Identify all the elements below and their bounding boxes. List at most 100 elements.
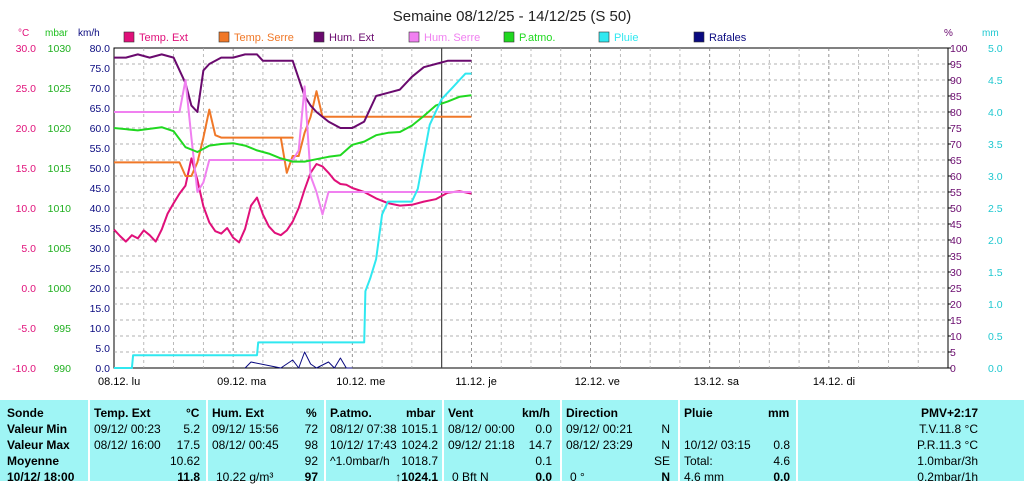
temp-max-value: 17.5 [176, 438, 200, 452]
patmo-trend: ^1.0mbar/h [330, 454, 390, 468]
tick-mbar: 1015 [48, 163, 72, 175]
tick-kmh: 75.0 [90, 63, 111, 75]
legend-swatch [313, 31, 325, 43]
tick-pct: 50 [950, 203, 962, 215]
tick-pct: 60 [950, 171, 962, 183]
header-temp-unit: °C [186, 406, 200, 420]
tick-pct: 90 [950, 75, 962, 87]
patmo-max-value: 1024.2 [401, 438, 438, 452]
legend-swatch [123, 31, 135, 43]
tick-temp: 15.0 [16, 163, 37, 175]
tick-pct: 40 [950, 235, 962, 247]
temp-min-date: 09/12/ 00:23 [94, 422, 161, 436]
vent-min-date: 08/12/ 00:00 [448, 422, 515, 436]
tick-mbar: 1005 [48, 243, 72, 255]
header-vent-unit: km/h [522, 406, 551, 420]
tick-pct: 10 [950, 331, 962, 343]
tick-mbar: 1000 [48, 283, 72, 295]
direction-deg: 0 ° [570, 470, 585, 484]
tick-mbar: 990 [53, 363, 71, 375]
tick-mm: 1.5 [988, 267, 1003, 279]
tick-mbar: 1030 [48, 43, 72, 55]
temp-current-value: 11.8 [177, 470, 200, 484]
tick-pct: 35 [950, 251, 962, 263]
series-line-pluie [114, 72, 472, 369]
pluie-max-value: 0.8 [773, 438, 790, 452]
tick-pct: 25 [950, 283, 962, 295]
vent-max-date: 09/12/ 21:18 [448, 438, 515, 452]
pluie-total-value: 4.6 [773, 454, 790, 468]
tick-mbar: 1010 [48, 203, 72, 215]
legend: Temp. Ext Temp. Serre Hum. Ext Hum. Serre P.… [123, 31, 747, 44]
tick-mm: 0.0 [988, 363, 1003, 375]
temp-max-date: 08/12/ 16:00 [94, 438, 161, 452]
row-label-mean: Moyenne [7, 454, 60, 468]
tick-temp: -10.0 [12, 363, 36, 375]
row-label-min: Valeur Min [7, 422, 68, 436]
tick-temp: 20.0 [16, 123, 37, 135]
tick-kmh: 25.0 [90, 263, 111, 275]
tick-kmh: 20.0 [90, 283, 111, 295]
header-patmo-unit: mbar [406, 406, 436, 420]
vent-bft: 0 Bft N [452, 470, 489, 484]
series-line-p-atmo- [113, 94, 472, 163]
tick-mm: 2.0 [988, 235, 1003, 247]
unit-temp: °C [18, 28, 29, 39]
direction-min-value: N [661, 422, 670, 436]
tick-kmh: 70.0 [90, 83, 111, 95]
legend-label: Hum. Ext [329, 32, 374, 44]
tick-mm: 0.5 [988, 331, 1003, 343]
header-patmo: P.atmo. [330, 406, 372, 420]
legend-swatch [598, 31, 610, 43]
pluie-current-value: 0.0 [773, 470, 790, 484]
tick-pct: 85 [950, 91, 962, 103]
x-tick-label: 12.12. ve [575, 376, 620, 388]
tick-temp: -5.0 [18, 323, 36, 335]
pluie-day: 4.6 mm [684, 470, 725, 484]
tick-kmh: 30.0 [90, 243, 111, 255]
tick-pct: 45 [950, 219, 962, 231]
unit-pct: % [944, 28, 953, 39]
patmo-min-value: 1015.1 [401, 422, 438, 436]
tick-mm: 3.0 [988, 171, 1003, 183]
hum-current-value: 97 [304, 470, 318, 484]
tick-mm: 4.0 [988, 107, 1003, 119]
legend-label: Temp. Ext [139, 32, 188, 44]
tick-mm: 2.5 [988, 203, 1003, 215]
legend-label: Hum. Serre [424, 32, 480, 44]
hum-min-value: 72 [304, 422, 318, 436]
row-label-current: 10/12/ 18:00 [7, 470, 75, 484]
tick-temp: 5.0 [21, 243, 36, 255]
header-pluie-unit: mm [768, 406, 790, 420]
tick-pct: 80 [950, 107, 962, 119]
pmv-pr: P.R.11.3 °C [916, 438, 978, 452]
direction-current-value: N [661, 470, 670, 484]
legend-label: P.atmo. [519, 32, 556, 44]
tick-temp: 30.0 [16, 43, 37, 55]
vent-mean-value: 0.1 [535, 454, 552, 468]
vent-max-value: 14.7 [528, 438, 552, 452]
tick-pct: 100 [950, 43, 968, 55]
axes: 30.025.020.015.010.05.00.0-5.0-10.010301… [12, 43, 1003, 388]
tick-pct: 65 [950, 155, 962, 167]
header-direction: Direction [566, 406, 619, 420]
header-pluie: Pluie [684, 406, 713, 420]
legend-swatch [503, 31, 515, 43]
tick-kmh: 60.0 [90, 123, 111, 135]
unit-mbar: mbar [45, 28, 68, 39]
unit-mm: mm [982, 28, 999, 39]
tick-pct: 20 [950, 299, 962, 311]
header-hum-unit: % [306, 406, 317, 420]
header-pmv: PMV+2:17 [920, 406, 978, 420]
tick-pct: 55 [950, 187, 962, 199]
tick-mbar: 1020 [48, 123, 72, 135]
hum-min-date: 09/12/ 15:56 [212, 422, 279, 436]
header-hum: Hum. Ext [212, 406, 265, 420]
pluie-max-date: 10/12/ 03:15 [684, 438, 751, 452]
vent-min-value: 0.0 [535, 422, 552, 436]
tick-kmh: 0.0 [95, 363, 110, 375]
series-line-hum-ext [114, 53, 472, 129]
tick-kmh: 5.0 [95, 343, 110, 355]
direction-max-date: 08/12/ 23:29 [566, 438, 633, 452]
tick-mm: 4.5 [988, 75, 1003, 87]
